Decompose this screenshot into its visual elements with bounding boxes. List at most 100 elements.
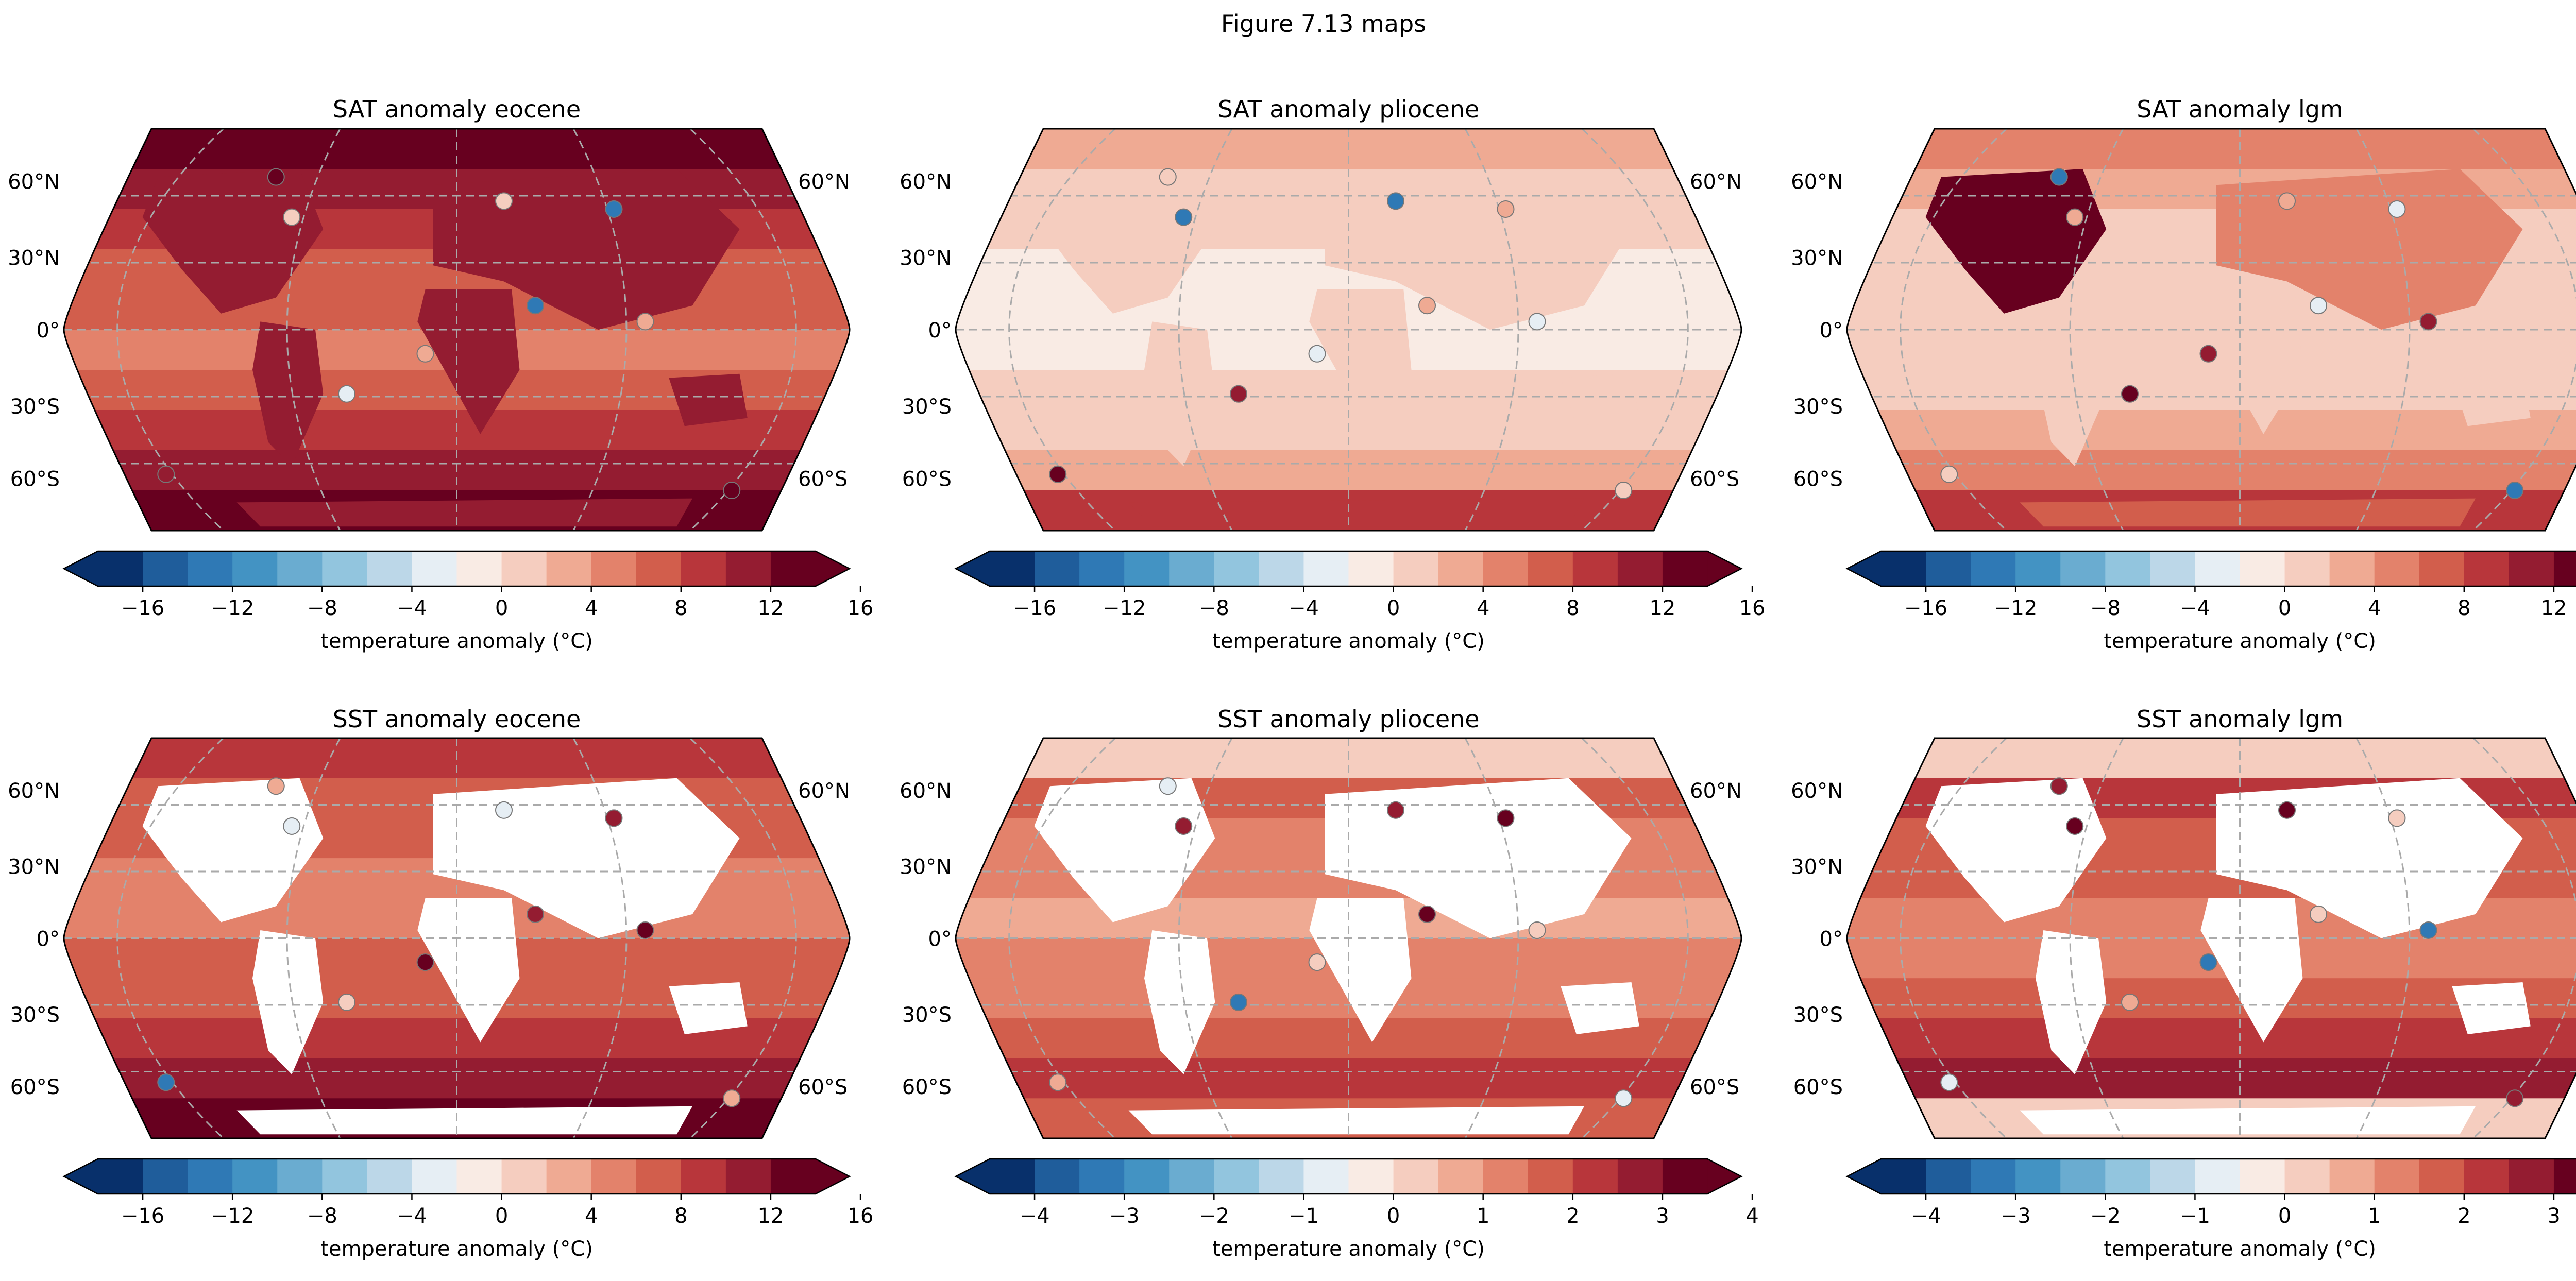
colorbar-tick-label: −2 xyxy=(2090,1204,2121,1228)
proxy-site-marker xyxy=(2506,482,2524,499)
colorbar-label: temperature anomaly (°C) xyxy=(320,1237,593,1261)
proxy-site-marker xyxy=(636,313,654,331)
proxy-site-marker xyxy=(1615,1089,1633,1107)
colorbar-label: temperature anomaly (°C) xyxy=(320,629,593,653)
proxy-site-marker xyxy=(1159,168,1177,186)
map-field xyxy=(956,738,1741,1138)
colorbar-label: temperature anomaly (°C) xyxy=(1212,629,1485,653)
proxy-site-marker xyxy=(2050,777,2068,795)
figure-title: Figure 7.13 maps xyxy=(1221,10,1426,38)
lat-label-right: 60°S xyxy=(798,468,848,491)
lat-label-right: 60°S xyxy=(1690,1075,1739,1099)
colorbar-tick-label: 0 xyxy=(2278,1204,2291,1228)
map-field xyxy=(64,738,850,1138)
proxy-site-marker xyxy=(1418,297,1436,315)
lat-label: 30°S xyxy=(902,395,952,419)
lat-label: 60°N xyxy=(1791,779,1843,803)
proxy-site-marker xyxy=(1497,809,1515,827)
proxy-site-marker xyxy=(2199,345,2217,363)
lat-label-right: 60°S xyxy=(798,1075,848,1099)
colorbar-tick-label: 4 xyxy=(585,1204,598,1228)
colorbar-tick-label: −1 xyxy=(2180,1204,2210,1228)
colorbar-tick-label: 12 xyxy=(757,1204,784,1228)
proxy-site-marker xyxy=(267,168,285,186)
proxy-site-marker xyxy=(636,921,654,939)
colorbar-tick-label: −4 xyxy=(1289,596,1319,620)
colorbar-tick-label: 4 xyxy=(1745,1204,1758,1228)
colorbar-tick-label: −12 xyxy=(211,596,254,620)
proxy-site-marker xyxy=(338,385,355,403)
map-boundary xyxy=(63,737,851,1139)
proxy-site-marker xyxy=(1940,465,1958,483)
panel-title: SST anomaly eocene xyxy=(333,705,581,733)
proxy-site-marker xyxy=(1230,385,1247,403)
proxy-site-marker xyxy=(157,465,175,483)
colorbar-tick-label: 12 xyxy=(757,596,784,620)
lat-label: 60°S xyxy=(10,468,60,491)
proxy-site-marker xyxy=(2199,953,2217,971)
map-boundary xyxy=(955,128,1742,532)
colorbar: −4 −3 −2 −1 0 1 2 3 4 temperature anomaly (°C) xyxy=(954,1158,1759,1261)
colorbar-tick-label: 8 xyxy=(674,1204,687,1228)
proxy-site-marker xyxy=(2388,200,2406,218)
colorbar-tick-label: −8 xyxy=(2090,596,2121,620)
colorbar-tick-label: 1 xyxy=(1477,1204,1489,1228)
colorbar-tick-label: 8 xyxy=(1566,596,1579,620)
lat-label: 60°N xyxy=(8,170,60,194)
colorbar-tick-label: 1 xyxy=(2368,1204,2381,1228)
proxy-site-marker xyxy=(1159,777,1177,795)
colorbar-tick-label: 4 xyxy=(1477,596,1489,620)
colorbar-tick-label: 2 xyxy=(1566,1204,1579,1228)
proxy-site-marker xyxy=(1528,313,1546,331)
colorbar-tick-label: 16 xyxy=(848,596,874,620)
colorbar-tick-label: −2 xyxy=(1199,1204,1229,1228)
lat-label: 0° xyxy=(928,319,952,343)
lat-label: 30°S xyxy=(1793,395,1843,419)
colorbar-tick-label: 8 xyxy=(674,596,687,620)
proxy-site-marker xyxy=(2278,192,2296,210)
colorbar-tick-label: −12 xyxy=(1103,596,1146,620)
map-panel: SAT anomaly lgm60°N30°N0°30°S60°S60°N60°… xyxy=(1791,95,2576,653)
proxy-site-marker xyxy=(527,297,544,315)
proxy-site-marker xyxy=(2310,297,2327,315)
lat-label: 30°N xyxy=(8,247,60,270)
lat-label: 60°S xyxy=(1793,468,1843,491)
proxy-site-marker xyxy=(1230,993,1247,1011)
proxy-site-marker xyxy=(723,482,741,499)
lat-label: 60°N xyxy=(900,170,952,194)
map-boundary xyxy=(1846,737,2576,1139)
colorbar-tick-label: −4 xyxy=(1020,1204,1050,1228)
proxy-site-marker xyxy=(2066,817,2084,835)
colorbar-tick-label: 3 xyxy=(2547,1204,2560,1228)
lat-label: 30°N xyxy=(900,247,952,270)
lat-label-right: 60°N xyxy=(1690,170,1742,194)
colorbar-label: temperature anomaly (°C) xyxy=(2104,1237,2376,1261)
colorbar-tick-label: −4 xyxy=(397,1204,427,1228)
colorbar-tick-label: 3 xyxy=(1656,1204,1669,1228)
lat-label: 0° xyxy=(37,319,60,343)
colorbar-tick-label: 4 xyxy=(2368,596,2381,620)
lat-label: 60°S xyxy=(902,1075,952,1099)
proxy-site-marker xyxy=(1049,1073,1067,1091)
colorbar-tick-label: 16 xyxy=(848,1204,874,1228)
colorbar-tick-label: −8 xyxy=(307,596,337,620)
colorbar-label: temperature anomaly (°C) xyxy=(1212,1237,1485,1261)
lat-label-right: 60°N xyxy=(798,779,850,803)
colorbar-tick-label: −16 xyxy=(1013,596,1056,620)
colorbar-tick-label: −4 xyxy=(2180,596,2210,620)
map-field xyxy=(1847,129,2576,531)
map-field xyxy=(956,129,1741,531)
proxy-site-marker xyxy=(267,777,285,795)
lat-label: 60°S xyxy=(1793,1075,1843,1099)
proxy-site-marker xyxy=(605,200,623,218)
proxy-site-marker xyxy=(495,192,513,210)
colorbar-tick-label: −16 xyxy=(121,596,164,620)
lat-label: 0° xyxy=(928,928,952,951)
proxy-site-marker xyxy=(605,809,623,827)
proxy-site-marker xyxy=(283,208,301,226)
proxy-site-marker xyxy=(1308,953,1326,971)
panel-title: SST anomaly lgm xyxy=(2137,705,2343,733)
map-panel: SST anomaly eocene 60°N 30°N 0° 30°S 60°S 60°N… xyxy=(8,705,873,1261)
